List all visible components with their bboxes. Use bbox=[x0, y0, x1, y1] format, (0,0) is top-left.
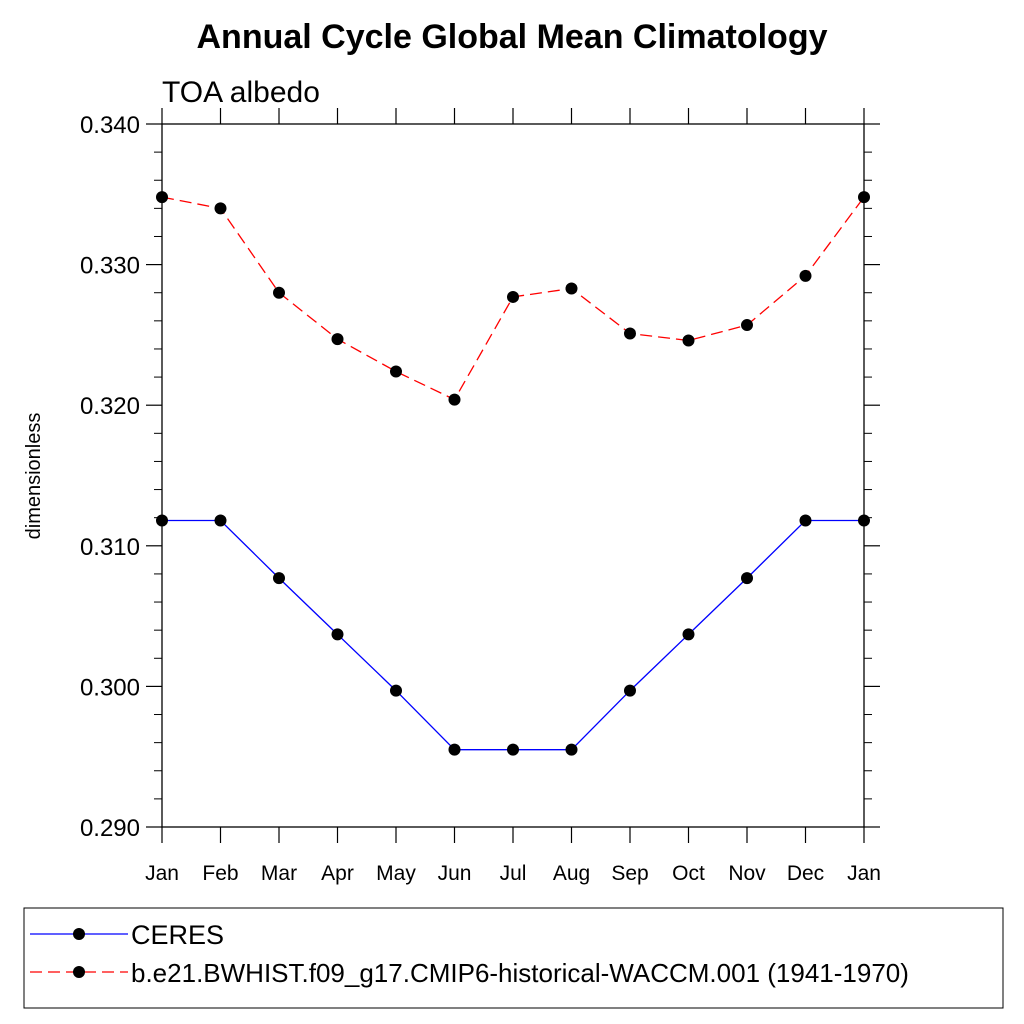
chart-title: Annual Cycle Global Mean Climatology bbox=[197, 18, 828, 56]
legend-label-1: b.e21.BWHIST.f09_g17.CMIP6-historical-WA… bbox=[131, 958, 909, 988]
data-point bbox=[682, 334, 695, 347]
data-point bbox=[214, 514, 227, 527]
data-point bbox=[858, 514, 870, 527]
data-point bbox=[273, 286, 285, 299]
y-tick-label: 0.300 bbox=[80, 674, 140, 701]
data-point bbox=[858, 191, 870, 204]
data-point bbox=[624, 327, 636, 340]
data-point bbox=[390, 365, 402, 378]
x-tick-label: Jul bbox=[500, 862, 527, 885]
y-tick-label: 0.290 bbox=[80, 815, 140, 842]
x-tick-label: May bbox=[376, 862, 416, 885]
data-point bbox=[448, 393, 461, 406]
data-point bbox=[156, 514, 168, 527]
series-line-0 bbox=[162, 519, 864, 751]
axis-ticks: 0.290 0.300 0.310 0.320 0.330 0.340 Jan Feb Mar A… bbox=[80, 108, 881, 885]
x-tick-label: Jan bbox=[847, 862, 881, 885]
y-tick-label: 0.340 bbox=[80, 112, 140, 139]
data-point bbox=[682, 628, 695, 641]
legend-marker bbox=[73, 928, 85, 940]
x-tick-label: Sep bbox=[611, 862, 648, 885]
data-point bbox=[741, 572, 753, 585]
legend-box bbox=[23, 907, 1004, 1009]
data-point bbox=[331, 333, 344, 346]
y-tick-label: 0.310 bbox=[80, 534, 140, 561]
x-tick-label: Jun bbox=[438, 862, 472, 885]
x-tick-label: Dec bbox=[787, 862, 824, 885]
series-layer bbox=[156, 191, 870, 756]
data-point bbox=[507, 743, 519, 756]
x-tick-label: Mar bbox=[261, 862, 297, 885]
data-point bbox=[507, 290, 519, 303]
legend-label-0: CERES bbox=[131, 920, 224, 950]
plot-frame bbox=[161, 123, 865, 828]
data-point bbox=[214, 202, 227, 215]
data-point bbox=[390, 684, 402, 697]
data-point bbox=[448, 743, 461, 756]
y-tick-label: 0.330 bbox=[80, 253, 140, 280]
data-point bbox=[156, 191, 168, 204]
data-point bbox=[273, 572, 285, 585]
x-tick-label: Jan bbox=[145, 862, 179, 885]
data-point bbox=[565, 743, 578, 756]
x-tick-label: Nov bbox=[728, 862, 766, 885]
data-point bbox=[565, 282, 578, 295]
legend-marker bbox=[73, 966, 85, 978]
y-tick-label: 0.320 bbox=[80, 393, 140, 420]
legend: CERES b.e21.BWHIST.f09_g17.CMIP6-historic… bbox=[23, 907, 1004, 1009]
chart-subtitle: TOA albedo bbox=[162, 76, 320, 109]
data-point bbox=[624, 684, 636, 697]
x-tick-label: Apr bbox=[321, 862, 354, 885]
y-axis-label: dimensionless bbox=[23, 413, 45, 540]
data-point bbox=[741, 319, 753, 332]
data-point bbox=[331, 628, 344, 641]
x-tick-label: Oct bbox=[672, 862, 705, 885]
x-tick-label: Aug bbox=[553, 862, 590, 885]
x-tick-label: Feb bbox=[202, 862, 238, 885]
data-point bbox=[799, 269, 812, 282]
data-point bbox=[799, 514, 812, 527]
